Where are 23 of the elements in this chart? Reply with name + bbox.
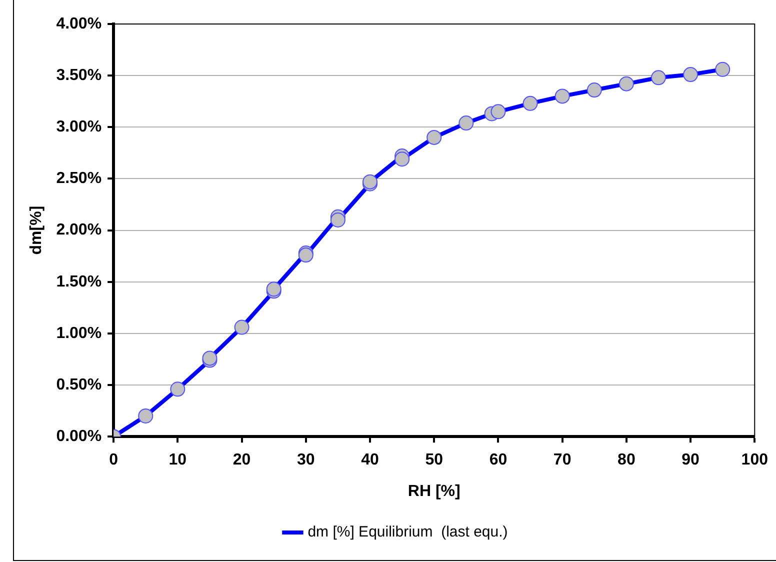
y-tick-label: 3.50% [56,66,102,84]
y-tick-label: 4.00% [56,15,102,32]
y-tick-label: 1.00% [56,324,102,342]
x-tick-label: 50 [425,452,444,469]
x-axis-title: RH [%] [408,482,460,500]
x-tick-label: 10 [168,452,187,469]
y-tick-label: 0.50% [56,376,102,394]
x-tick-label: 90 [682,452,700,469]
x-tick-label: 80 [618,452,636,469]
y-tick-label: 2.00% [56,222,102,239]
y-tick-label: 1.50% [56,273,102,290]
x-tick-label: 100 [741,452,768,469]
x-tick-label: 70 [553,452,572,469]
x-tick-label: 40 [361,452,379,469]
legend-label: dm [%] Equilibrium (last equ.) [308,524,508,541]
x-tick-label: 30 [296,452,315,469]
y-tick-label: 0.00% [56,428,102,446]
y-axis-title: dm[%] [28,206,46,255]
x-tick-label: 20 [232,452,251,469]
x-tick-label: 0 [109,452,118,469]
x-tick-label: 60 [489,452,508,469]
y-tick-label: 3.00% [56,118,102,136]
y-tick-label: 2.50% [56,170,102,188]
